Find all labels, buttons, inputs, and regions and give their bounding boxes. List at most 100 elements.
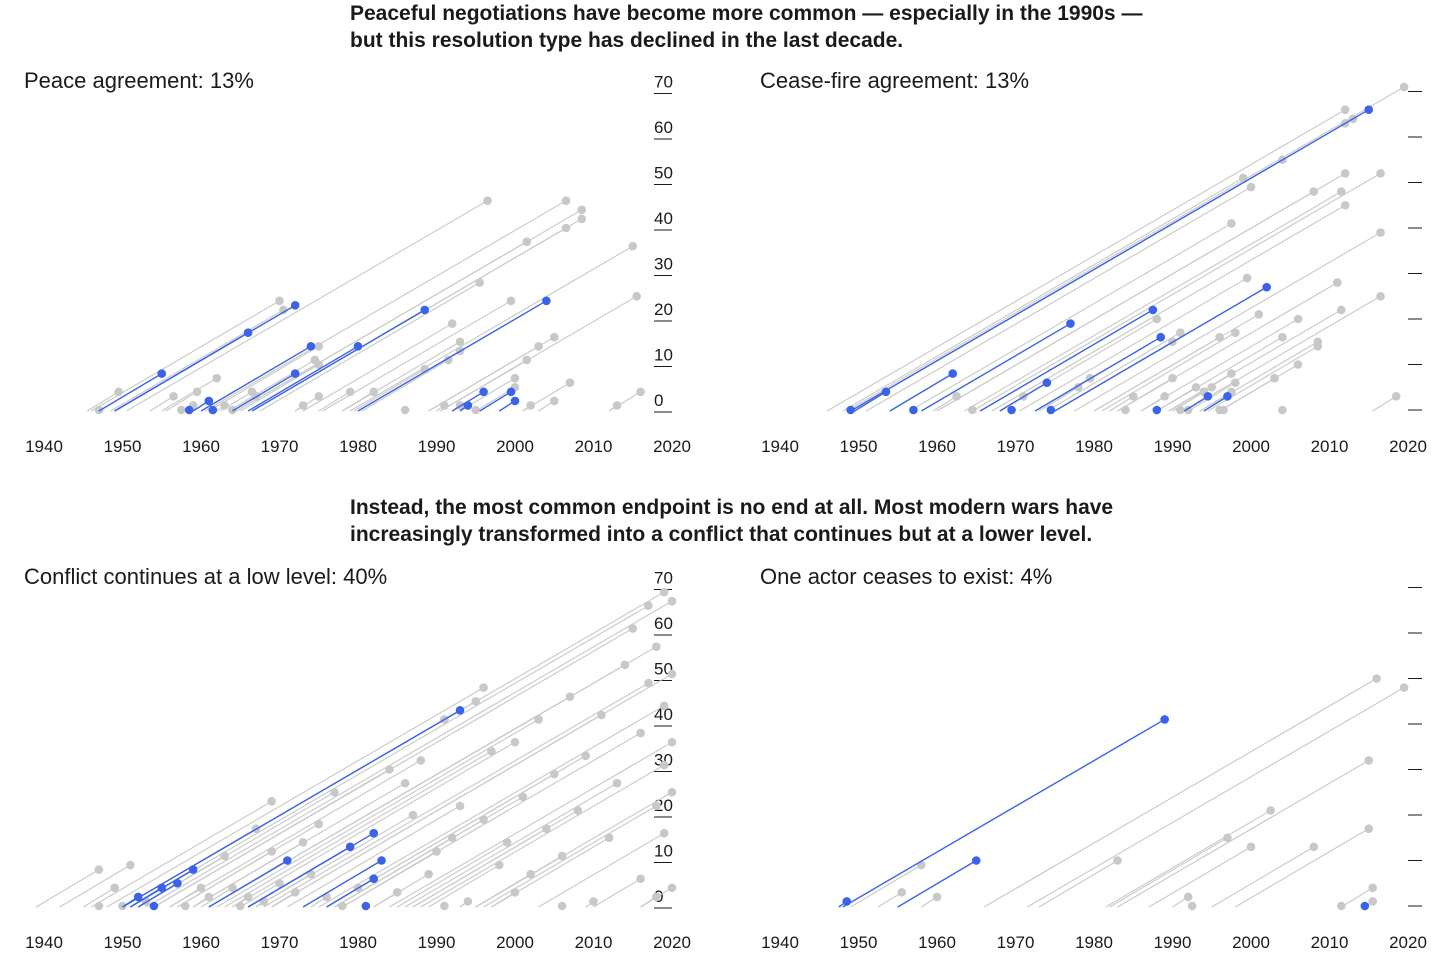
conflict-endpoint — [577, 205, 587, 215]
conflict-endpoint — [644, 601, 653, 610]
x-tick-label: 2010 — [575, 437, 613, 456]
highlight-conflict-endpoint — [846, 405, 855, 415]
y-tick-label: 20 — [654, 796, 673, 815]
conflict-line — [1199, 341, 1319, 412]
highlight-conflict-endpoint — [1156, 332, 1166, 342]
conflict-endpoint — [1238, 173, 1248, 183]
conflict-endpoint — [1293, 360, 1303, 369]
conflict-endpoint — [549, 396, 559, 406]
conflict-endpoint — [652, 801, 661, 811]
conflict-endpoint — [897, 888, 906, 897]
chart-panel-cease-fire: Cease-fire agreement: 13% 1940 1950 1960 197… — [736, 60, 1456, 470]
x-tick-label: 1990 — [418, 437, 456, 456]
conflict-line — [1019, 277, 1248, 412]
conflict-endpoint — [275, 296, 284, 306]
conflict-endpoint — [1368, 883, 1377, 893]
highlight-conflict-endpoint — [479, 387, 488, 397]
x-tick-label: 2010 — [1311, 933, 1349, 952]
conflict-endpoint — [652, 642, 661, 651]
x-tick-label: 1960 — [182, 933, 220, 952]
x-tick-label: 2020 — [1389, 437, 1427, 456]
conflict-line — [1026, 687, 1405, 908]
conflict-endpoint — [565, 378, 575, 388]
conflict-line — [491, 837, 610, 908]
x-tick-label: 1970 — [261, 437, 299, 456]
highlight-conflict-endpoint — [1042, 378, 1052, 388]
conflict-endpoint — [447, 319, 457, 328]
highlight-conflict-line — [1054, 286, 1268, 412]
conflict-line — [208, 345, 320, 412]
conflict-endpoint — [659, 587, 669, 597]
conflict-endpoint — [1246, 182, 1256, 192]
chart-peace-agreement: Peace agreement: 13% 0 10 20 30 40 50 60 70 1940 1… — [24, 68, 691, 456]
conflict-endpoint — [1266, 806, 1275, 815]
conflict-endpoint — [510, 373, 520, 383]
panel-title: One actor ceases to exist: 4% — [760, 564, 1052, 589]
conflict-line — [149, 395, 174, 412]
conflict-endpoint — [1309, 842, 1319, 852]
conflict-line — [1117, 282, 1338, 412]
conflict-line — [983, 678, 1377, 908]
conflict-line — [428, 336, 555, 412]
conflict-endpoint — [628, 624, 638, 633]
conflict-line — [1219, 364, 1299, 412]
x-tick-label: 2020 — [653, 437, 691, 456]
x-tick-label: 1980 — [339, 437, 377, 456]
x-tick-label: 1980 — [1075, 933, 1113, 952]
highlight-conflict-endpoint — [1262, 282, 1271, 292]
chart-one-actor-ceases: One actor ceases to exist: 4% 1940 1950 196… — [760, 564, 1427, 952]
highlight-conflict-endpoint — [909, 405, 918, 415]
highlight-conflict-line — [251, 309, 426, 412]
conflict-endpoint — [667, 737, 677, 747]
highlight-conflict-line — [842, 718, 1166, 908]
conflict-endpoint — [279, 305, 288, 315]
highlight-conflict-endpoint — [306, 342, 316, 351]
x-tick-label: 2010 — [1311, 437, 1349, 456]
conflict-line — [1109, 395, 1134, 412]
highlight-conflict-endpoint — [510, 396, 520, 406]
conflict-line — [177, 823, 320, 908]
conflict-line — [396, 841, 508, 908]
conflict-line — [909, 222, 1232, 412]
conflict-endpoint — [549, 332, 559, 342]
x-tick-label: 1940 — [761, 437, 799, 456]
conflict-endpoint — [667, 669, 677, 679]
highlight-conflict-line — [850, 109, 1370, 412]
conflict-line — [145, 600, 673, 908]
conflict-endpoint — [416, 756, 426, 765]
conflict-endpoint — [1187, 901, 1197, 911]
conflict-endpoint — [1376, 228, 1385, 237]
highlight-conflict-line — [1034, 336, 1162, 412]
x-tick-label: 1980 — [339, 933, 377, 952]
highlight-conflict-line — [920, 322, 1071, 412]
conflict-line — [1101, 332, 1236, 412]
conflict-line — [232, 741, 516, 908]
conflict-line — [271, 673, 673, 908]
conflict-endpoint — [518, 792, 528, 802]
conflict-line — [82, 887, 115, 908]
conflict-line — [877, 891, 902, 908]
conflict-endpoint — [561, 196, 571, 205]
conflict-line — [216, 718, 539, 908]
conflict-endpoint — [212, 373, 221, 383]
conflict-endpoint — [659, 760, 669, 770]
conflict-line — [826, 109, 1346, 412]
highlight-conflict-line — [208, 859, 288, 908]
conflict-line — [850, 864, 922, 908]
highlight-conflict-line — [232, 372, 296, 412]
conflict-line — [294, 395, 320, 412]
x-tick-label: 2000 — [1232, 437, 1270, 456]
highlight-conflict-line — [854, 391, 887, 412]
x-tick-label: 1970 — [997, 437, 1035, 456]
y-tick-label: 40 — [654, 705, 673, 724]
conflict-line — [475, 791, 673, 908]
highlight-conflict-line — [326, 878, 375, 908]
conflict-endpoint — [667, 883, 677, 893]
highlight-conflict-endpoint — [971, 856, 981, 865]
x-tick-label: 1990 — [1154, 933, 1192, 952]
conflict-endpoint — [1364, 756, 1374, 765]
highlight-conflict-endpoint — [173, 878, 182, 888]
conflict-endpoint — [487, 747, 496, 756]
conflict-line — [200, 887, 233, 908]
conflict-line — [1168, 309, 1342, 412]
